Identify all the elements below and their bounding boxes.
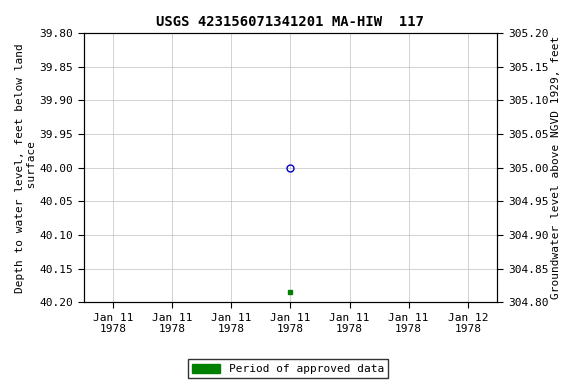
Legend: Period of approved data: Period of approved data (188, 359, 388, 379)
Y-axis label: Groundwater level above NGVD 1929, feet: Groundwater level above NGVD 1929, feet (551, 36, 561, 299)
Y-axis label: Depth to water level, feet below land
 surface: Depth to water level, feet below land su… (15, 43, 37, 293)
Title: USGS 423156071341201 MA-HIW  117: USGS 423156071341201 MA-HIW 117 (157, 15, 425, 29)
